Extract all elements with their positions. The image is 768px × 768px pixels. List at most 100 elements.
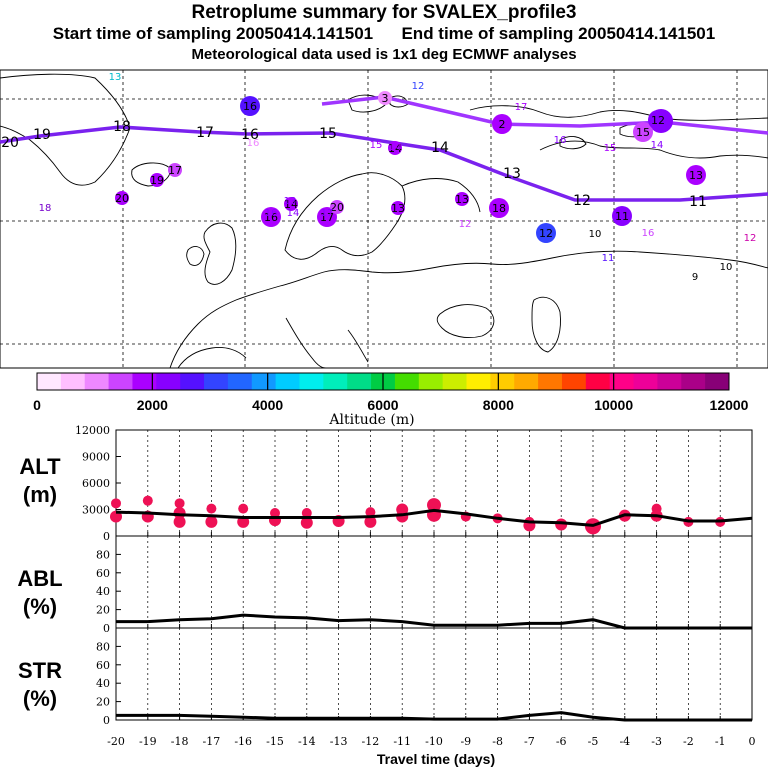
colorbar-swatch [275, 373, 300, 390]
colorbar-swatch [681, 373, 706, 390]
plume-small-label: 15 [604, 143, 617, 154]
plume-cluster: 3 [378, 91, 392, 105]
panel-label-line1: ALT [19, 454, 61, 479]
plume-small-label: 15 [370, 140, 383, 151]
colorbar-swatch [609, 373, 635, 390]
panel-label-line2: (%) [23, 594, 57, 619]
colorbar-swatch [466, 373, 491, 390]
colorbar-swatch [442, 373, 468, 390]
panel-y-tick-label: 6000 [82, 477, 110, 490]
alt-scatter-point [301, 508, 312, 519]
plume-cluster-label: 17 [320, 211, 334, 224]
plume-small-label: 17 [321, 208, 334, 219]
plume-cluster: 17 [317, 207, 337, 227]
panel-y-tick-label: 60 [96, 567, 110, 580]
plume-cluster-label: 2 [499, 118, 506, 131]
panel-label-line1: STR [18, 658, 62, 683]
colorbar-swatch [705, 373, 730, 390]
colorbar-swatch [60, 373, 86, 390]
plume-small-label: 13 [284, 196, 297, 207]
x-tick-label: -11 [393, 735, 411, 748]
colorbar-swatch [251, 373, 277, 390]
plume-cluster: 12 [536, 223, 556, 243]
plume-small-label: 12 [459, 219, 472, 230]
panel-y-tick-label: 0 [103, 622, 110, 635]
sampling-time-line: Start time of sampling 20050414.141501 E… [52, 24, 716, 43]
x-tick-labels: -20 -19 -18 -17 -16 -15 -14 -13 -12 -11 -10 -9 -8 -7-… [107, 735, 755, 748]
plume-cluster-label: 13 [689, 169, 703, 182]
x-tick-label: -15 [266, 735, 284, 748]
plume-small-label: 16 [265, 208, 278, 219]
plume-cluster-marker [612, 206, 632, 226]
colorbar-tick-label: 6000 [367, 397, 398, 413]
plume-cluster: 13 [686, 165, 706, 185]
x-tick-label: -9 [460, 735, 471, 748]
alt-scatter-point [206, 503, 217, 514]
plume-cluster-label: 16 [264, 211, 278, 224]
time-series-panels: 120009000600030000ALT(m)806040200ABL(%)8… [17, 424, 753, 727]
colorbar-swatch [585, 373, 611, 390]
x-tick-label: -1 [715, 735, 726, 748]
panel-abl: 80 60 40 20 0 ABL (%) [17, 535, 753, 635]
panel-y-tick-label: 3000 [82, 504, 110, 517]
traj-a-day-label: 14 [431, 140, 449, 156]
plume-small-label: 14 [651, 140, 664, 151]
alt-scatter-point [396, 510, 409, 523]
plume-cluster-marker [150, 173, 164, 187]
plume-cluster-marker [388, 141, 402, 155]
plume-small-label: 14 [389, 142, 402, 153]
x-tick-label: -2 [683, 735, 694, 748]
plume-cluster: 20 [115, 191, 129, 205]
panel-y-tick-label: 9000 [82, 451, 110, 464]
plume-cluster: 12 [648, 110, 668, 130]
colorbar-swatch [204, 373, 229, 390]
panel-label-line1: ABL [17, 566, 62, 591]
plume-cluster-marker [115, 191, 129, 205]
plume-cluster-marker [455, 192, 469, 206]
plume-cluster-label: 14 [388, 142, 402, 155]
plume-cluster-marker [284, 197, 298, 211]
plume-cluster-marker [536, 223, 556, 243]
plume-cluster: 13 [391, 201, 405, 215]
x-axis-title: Travel time (days) [377, 751, 495, 767]
plume-cluster-marker [489, 198, 509, 218]
colorbar-swatch [156, 373, 181, 390]
panel-series-line [115, 508, 753, 527]
x-tick-label: -18 [171, 735, 189, 748]
plume-cluster-label: 11 [615, 210, 629, 223]
panel-label-line2: (%) [23, 686, 57, 711]
x-tick-label: -8 [492, 735, 503, 748]
plume-cluster: 16 [261, 207, 281, 227]
traj-a-day-label: 12 [573, 193, 591, 209]
map-panel: 2019181716151413121132 16232315121917201… [0, 69, 768, 369]
colorbar-swatch [299, 373, 324, 390]
plume-cluster: 11 [612, 206, 632, 226]
figure-title: Retroplume summary for SVALEX_profile3 [191, 2, 577, 23]
colorbar-tick-label: 2000 [137, 397, 168, 413]
plume-cluster: 13 [455, 192, 469, 206]
panel-y-tick-label: 0 [103, 530, 110, 543]
plume-small-label: 16 [554, 135, 567, 146]
plume-cluster-marker [330, 200, 344, 214]
alt-scatter-point [365, 507, 376, 518]
plume-cluster-marker [168, 163, 182, 177]
plume-cluster-marker [633, 122, 653, 142]
colorbar-swatch [394, 373, 420, 390]
colorbar-swatch [180, 373, 205, 390]
plume-cluster-label: 14 [284, 198, 298, 211]
altitude-colorbar [36, 372, 730, 391]
colorbar-swatch [108, 373, 133, 390]
alt-scatter-point [142, 495, 153, 506]
alt-scatter-point [111, 498, 121, 509]
plume-cluster-label: 15 [636, 126, 650, 139]
plume-cluster-label: 12 [539, 227, 553, 240]
x-tick-label: -16 [234, 735, 252, 748]
traj-a-day-label: 13 [503, 166, 521, 182]
x-tick-label: 0 [749, 735, 756, 748]
traj-a-day-label: 16 [241, 127, 259, 143]
plume-small-label: 18 [39, 203, 52, 214]
plume-small-label: 12 [744, 233, 757, 244]
map-frame [0, 69, 768, 369]
